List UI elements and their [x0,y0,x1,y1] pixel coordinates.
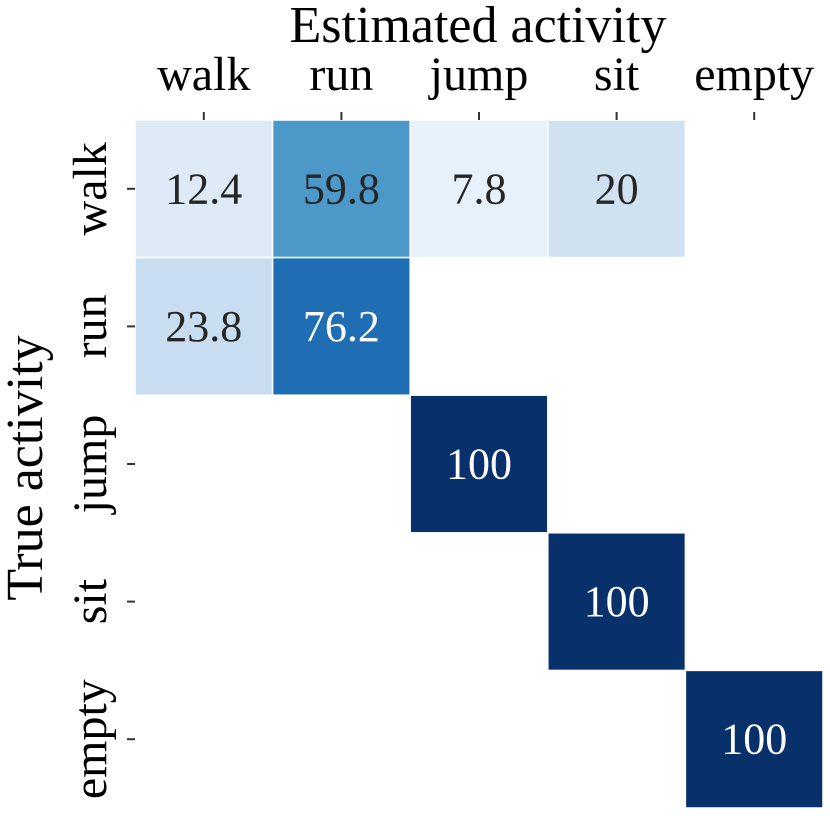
x-tick-label: empty [694,48,814,101]
cell-value-label: 100 [584,577,650,626]
x-tick-label: run [309,48,373,101]
x-tick-label: jump [428,48,529,101]
x-tick-label: sit [594,48,640,101]
heatmap-cell [409,394,549,534]
cell-value-label: 59.8 [303,164,380,213]
heatmap-cell [547,532,687,672]
y-tick-label: walk [64,142,117,235]
y-tick-label: run [64,294,117,358]
heatmap-cell [271,256,411,396]
cell-value-label: 23.8 [165,302,242,351]
y-axis-title: True activity [0,335,54,600]
x-axis-ticks: walk run jump sit empty [157,48,814,120]
cell-value-label: 76.2 [303,302,380,351]
heatmap-cell [134,119,274,259]
cell-value-label: 100 [446,440,512,489]
cell-value-label: 7.8 [452,164,507,213]
cell-value-label: 100 [721,715,787,764]
y-tick-label: sit [64,578,117,624]
cell-value-label: 20 [595,164,639,213]
y-tick-label: jump [64,415,117,516]
heatmap-cell [684,669,824,809]
cell-value-label: 12.4 [165,164,242,213]
y-tick-label: empty [64,679,117,799]
heatmap-cell [547,119,687,259]
heatmap-cells: 12.4 59.8 7.8 20 23.8 76.2 100 100 100 [134,119,824,809]
y-axis-ticks: walk run jump sit empty [64,142,135,799]
x-tick-label: walk [157,48,250,101]
x-axis-title: Estimated activity [290,0,667,54]
heatmap-cell [134,256,274,396]
heatmap-cell [271,119,411,259]
